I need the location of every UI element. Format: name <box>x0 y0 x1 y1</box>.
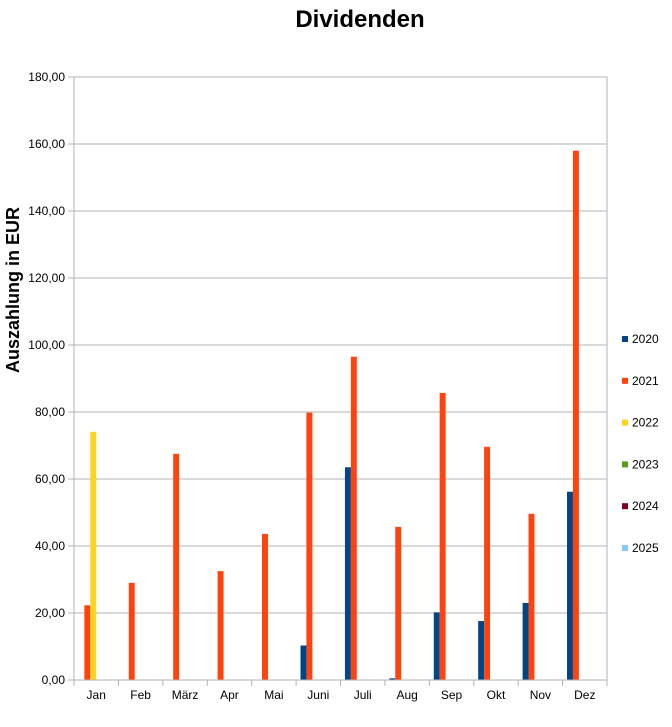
bar-2021-Nov <box>528 513 535 680</box>
x-tick-label: Juni <box>307 688 329 702</box>
bar-2020-Okt <box>478 621 485 680</box>
y-tick-label: 80,00 <box>35 405 65 419</box>
x-tick-label: Feb <box>130 688 151 702</box>
bar-2020-Dez <box>567 491 573 680</box>
y-tick-label: 160,00 <box>28 137 65 151</box>
x-tick-label: Jan <box>87 688 106 702</box>
y-tick-label: 120,00 <box>28 271 65 285</box>
bar-2021-Juni <box>306 412 313 680</box>
legend: 2020 2021 2022 2023 2024 2025 <box>622 332 659 555</box>
bar-2021-März <box>173 453 180 680</box>
bar-2021-Jan <box>84 605 91 680</box>
bar-2021-Apr <box>217 571 224 680</box>
y-axis-title: Auszahlung in EUR <box>3 207 23 373</box>
bar-2020-Juli <box>344 467 351 680</box>
bar-2021-Dez <box>572 150 579 680</box>
bar-2022-Jan <box>90 431 97 680</box>
y-tick-label: 40,00 <box>35 539 65 553</box>
bar-2021-Okt <box>484 446 491 680</box>
y-axis-ticks: 0,00 20,00 40,00 60,00 80,00 100,00 120,00 140,… <box>28 70 74 687</box>
bar-2020-Aug <box>389 678 396 680</box>
bar-2021-Sep <box>439 392 446 680</box>
legend-label: 2021 <box>632 374 659 388</box>
legend-label: 2024 <box>632 499 659 513</box>
legend-label: 2025 <box>632 541 659 555</box>
bar-2021-Feb <box>128 582 135 680</box>
x-tick-label: Apr <box>220 688 239 702</box>
x-tick-label: Mai <box>264 688 283 702</box>
plot-area-frame <box>73 76 608 681</box>
bar-2020-Nov <box>522 602 529 680</box>
x-tick-label: Aug <box>396 688 417 702</box>
y-tick-label: 100,00 <box>28 338 65 352</box>
y-tick-label: 140,00 <box>28 204 65 218</box>
legend-swatch <box>622 461 628 468</box>
x-tick-label: Sep <box>441 688 463 702</box>
y-tick-label: 20,00 <box>35 606 65 620</box>
bar-2021-Aug <box>395 526 402 680</box>
gridlines <box>74 76 607 681</box>
bar-2020-Sep <box>433 612 440 680</box>
y-tick-label: 0,00 <box>42 673 66 687</box>
legend-label: 2020 <box>632 332 659 346</box>
x-axis-ticks: Jan Feb März Apr Mai Juni Juli Aug Sep Okt Nov Dez <box>73 680 608 702</box>
x-tick-label: Nov <box>530 688 551 702</box>
bars <box>84 150 579 680</box>
y-tick-label: 180,00 <box>28 70 65 84</box>
bar-2020-Juni <box>300 645 307 680</box>
x-tick-label: Okt <box>487 688 506 702</box>
legend-swatch <box>622 419 628 426</box>
chart-title: Dividenden <box>295 6 424 33</box>
x-tick-label: Dez <box>574 688 595 702</box>
legend-label: 2023 <box>632 457 659 471</box>
y-tick-label: 60,00 <box>35 472 65 486</box>
legend-swatch <box>622 336 628 342</box>
x-tick-label: Juli <box>354 688 372 702</box>
bar-2021-Juli <box>350 356 357 680</box>
legend-label: 2022 <box>632 416 659 430</box>
bar-2021-Mai <box>262 533 268 680</box>
x-tick-label: März <box>172 688 199 702</box>
legend-swatch <box>622 503 628 510</box>
legend-swatch <box>622 545 628 551</box>
legend-swatch <box>622 377 628 384</box>
